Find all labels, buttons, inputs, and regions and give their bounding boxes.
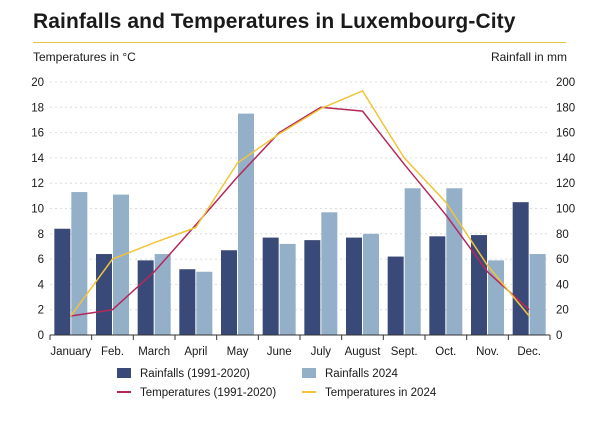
legend-label: Temperatures in 2024: [325, 387, 437, 399]
bar: [363, 233, 379, 335]
left-tick-labels: 0 2 4 6 8 10 12 14 16 18 20: [31, 77, 44, 342]
bar: [387, 256, 404, 335]
bar: [404, 188, 421, 335]
category-label: Oct.: [435, 346, 456, 358]
left-tick-label: 8: [38, 229, 44, 241]
right-tick-label: 200: [556, 77, 575, 89]
right-tick-labels: 0 20 40 60 80 100 120 140 160 180 200: [556, 77, 575, 342]
lines: [70, 90, 530, 317]
title-underline: [33, 42, 566, 43]
bar: [262, 237, 279, 335]
category-labels: January Feb. March April May June July August Se…: [50, 346, 541, 358]
bar: [113, 194, 129, 335]
legend-label: Rainfalls (1991-2020): [140, 368, 250, 380]
category-label: April: [184, 346, 207, 358]
bar: [488, 260, 504, 335]
right-tick-label: 100: [556, 204, 575, 216]
series-line: [70, 106, 530, 317]
left-axis-label: Temperatures in °C: [33, 50, 136, 64]
left-tick-label: 4: [38, 279, 45, 291]
right-axis-label: Rainfall in mm: [490, 50, 567, 64]
right-tick-label: 0: [556, 330, 562, 342]
category-label: June: [267, 346, 292, 358]
right-tick-label: 180: [556, 102, 575, 114]
left-tick-label: 10: [31, 204, 44, 216]
right-tick-label: 20: [556, 305, 569, 317]
chart-title: Rainfalls and Temperatures in Luxembourg…: [33, 10, 516, 33]
bar: [96, 254, 112, 335]
legend-label: Rainfalls 2024: [325, 368, 398, 380]
category-label: Feb.: [101, 346, 124, 358]
legend-swatch: [117, 368, 131, 378]
left-tick-label: 14: [31, 153, 44, 165]
bar: [321, 212, 338, 335]
left-tick-label: 0: [38, 330, 44, 342]
bar: [446, 188, 463, 335]
bar: [238, 113, 254, 335]
category-label: March: [138, 346, 170, 358]
bar: [137, 260, 154, 335]
bar: [221, 250, 237, 335]
right-tick-label: 60: [556, 254, 569, 266]
bars: [54, 113, 546, 335]
left-tick-label: 6: [38, 254, 44, 266]
legend-label: Temperatures (1991-2020): [140, 387, 276, 399]
category-label: Dec.: [517, 346, 541, 358]
bar: [154, 254, 171, 335]
bar: [196, 271, 213, 335]
category-label: January: [50, 346, 91, 358]
category-label: July: [311, 346, 332, 358]
right-tick-label: 140: [556, 153, 575, 165]
x-axis: [49, 334, 551, 340]
bar: [279, 243, 296, 335]
category-label: May: [227, 346, 249, 358]
right-tick-label: 160: [556, 128, 575, 140]
left-tick-label: 2: [38, 305, 44, 317]
bar: [512, 202, 529, 335]
bar: [304, 240, 321, 335]
right-tick-label: 40: [556, 279, 569, 291]
bar: [429, 236, 446, 335]
series-line: [70, 90, 530, 317]
gridlines: [50, 81, 550, 311]
left-tick-label: 20: [31, 77, 44, 89]
category-label: Nov.: [476, 346, 499, 358]
bar: [471, 235, 487, 335]
legend-swatch: [302, 368, 316, 378]
bar: [179, 269, 196, 335]
bar: [529, 254, 546, 335]
left-tick-label: 16: [31, 128, 44, 140]
legend: Rainfalls (1991-2020) Rainfalls 2024 Tempe…: [117, 368, 437, 399]
bar: [346, 237, 362, 335]
category-label: August: [345, 346, 382, 358]
left-tick-label: 12: [31, 178, 44, 190]
category-label: Sept.: [391, 346, 418, 358]
left-tick-label: 18: [31, 102, 44, 114]
right-tick-label: 120: [556, 178, 575, 190]
bar: [54, 228, 71, 335]
right-tick-label: 80: [556, 229, 569, 241]
